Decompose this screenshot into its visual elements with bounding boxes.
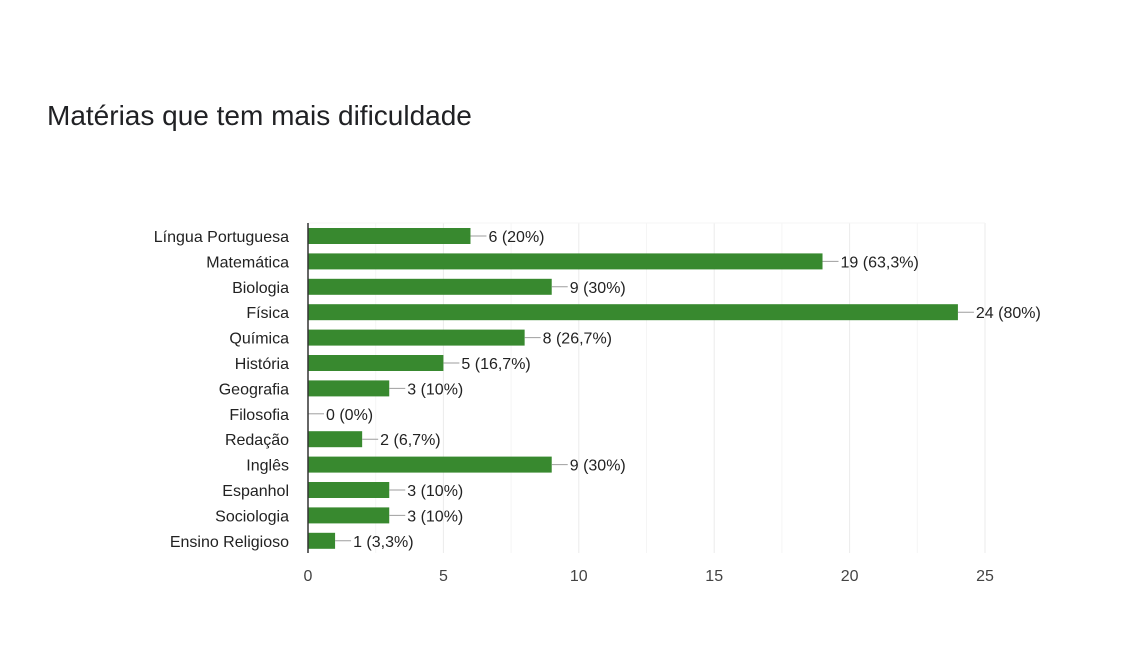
- category-label: Redação: [225, 432, 289, 449]
- category-label: Matemática: [206, 254, 289, 271]
- bar: [308, 355, 444, 371]
- category-label: Biologia: [232, 280, 289, 297]
- x-tick-label: 10: [570, 568, 588, 585]
- data-label: 1 (3,3%): [353, 534, 413, 551]
- data-label: 5 (16,7%): [461, 356, 530, 373]
- data-label: 0 (0%): [326, 407, 373, 424]
- bar: [308, 304, 958, 321]
- chart-title: Matérias que tem mais dificuldade: [47, 100, 472, 131]
- bar: [308, 380, 390, 397]
- bar: [308, 253, 823, 270]
- data-label: 3 (10%): [407, 508, 463, 525]
- category-label: Inglês: [246, 458, 289, 475]
- category-label: Filosofia: [229, 407, 289, 424]
- data-label: 9 (30%): [570, 458, 626, 475]
- bar: [308, 278, 552, 295]
- x-tick-label: 25: [976, 568, 994, 585]
- category-label: Física: [246, 305, 289, 322]
- bar: [308, 228, 471, 244]
- data-label: 19 (63,3%): [841, 254, 919, 271]
- category-label: Espanhol: [222, 483, 289, 500]
- data-label: 3 (10%): [407, 483, 463, 500]
- category-label: Química: [229, 331, 289, 348]
- x-tick-label: 0: [304, 568, 313, 585]
- bar: [308, 532, 336, 549]
- data-label: 3 (10%): [407, 381, 463, 398]
- data-label: 9 (30%): [570, 280, 626, 297]
- category-label: Geografia: [219, 381, 289, 398]
- bar: [308, 431, 363, 448]
- category-label: Língua Portuguesa: [154, 229, 289, 246]
- bar: [308, 329, 525, 346]
- data-label: 8 (26,7%): [543, 331, 612, 348]
- x-tick-label: 20: [841, 568, 859, 585]
- category-label: História: [235, 356, 289, 373]
- x-tick-label: 5: [439, 568, 448, 585]
- bar: [308, 507, 390, 524]
- bar: [308, 482, 390, 498]
- category-label: Sociologia: [215, 508, 289, 525]
- bar: [308, 456, 552, 473]
- data-label: 6 (20%): [488, 229, 544, 246]
- x-tick-label: 15: [705, 568, 723, 585]
- data-label: 2 (6,7%): [380, 432, 440, 449]
- category-label: Ensino Religioso: [170, 534, 289, 551]
- data-label: 24 (80%): [976, 305, 1041, 322]
